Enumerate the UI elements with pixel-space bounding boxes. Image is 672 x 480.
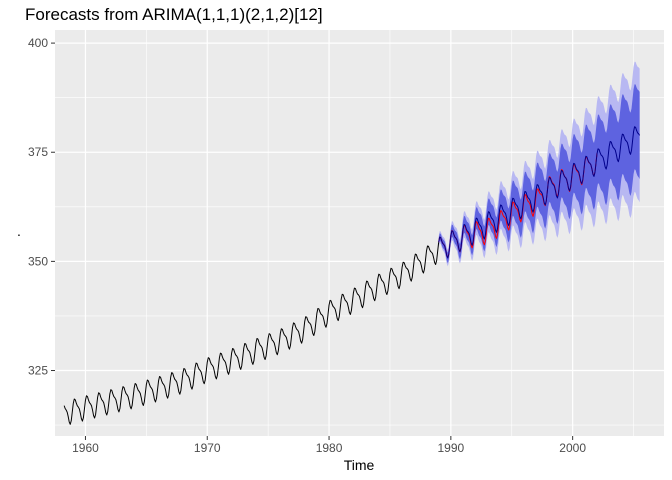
x-axis: 1960 1970 1980 1990 2000 bbox=[72, 436, 586, 455]
y-tick-label: 350 bbox=[28, 254, 48, 268]
series-line-observed bbox=[63, 242, 440, 425]
y-tick-label: 375 bbox=[28, 145, 48, 159]
x-tick-label: 1990 bbox=[437, 441, 464, 455]
y-axis: 325 350 375 400 bbox=[28, 36, 55, 378]
y-axis-title: . bbox=[17, 223, 21, 239]
x-tick-label: 1980 bbox=[316, 441, 343, 455]
y-tick-label: 325 bbox=[28, 364, 48, 378]
chart-title: Forecasts from ARIMA(1,1,1)(2,1,2)[12] bbox=[25, 5, 323, 24]
series-line-forecast_mean bbox=[438, 126, 641, 259]
x-axis-title: Time bbox=[344, 457, 375, 473]
x-tick-label: 1960 bbox=[72, 441, 99, 455]
x-tick-label: 2000 bbox=[559, 441, 586, 455]
x-tick-label: 1970 bbox=[194, 441, 221, 455]
y-tick-label: 400 bbox=[28, 36, 48, 50]
series-lines bbox=[63, 126, 641, 425]
